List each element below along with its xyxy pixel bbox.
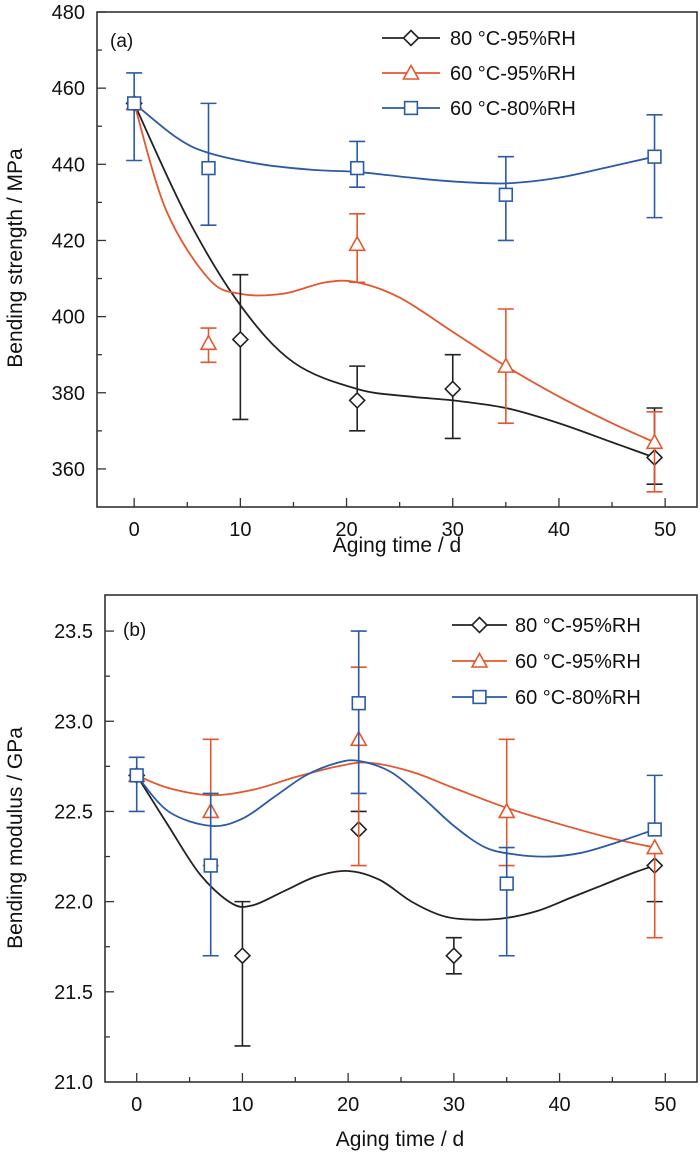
legend-label: 60 °C-95%RH bbox=[515, 651, 641, 673]
series-square bbox=[126, 72, 663, 242]
legend-item: 60 °C-80%RH bbox=[452, 687, 641, 709]
data-point-square bbox=[351, 696, 366, 711]
data-point-triangle bbox=[497, 802, 516, 819]
panel-b-bending-modulus: (b) Aging time / d Bending modulus / GPa… bbox=[4, 594, 698, 1151]
x-tick-label: 40 bbox=[548, 519, 570, 541]
axes: 0 10 20 30 40 50 360 380 400 420 440 460 480 bbox=[52, 2, 677, 541]
x-tick-label: 0 bbox=[131, 1094, 142, 1116]
x-tick-label: 50 bbox=[654, 1094, 676, 1116]
fit-curve-diamond bbox=[135, 774, 656, 921]
fit-curve-square bbox=[133, 102, 655, 185]
legend-marker-triangle bbox=[402, 63, 420, 80]
error-bar bbox=[646, 114, 663, 219]
data-point-square bbox=[647, 149, 662, 164]
legend-item: 80 °C-95%RH bbox=[452, 615, 641, 637]
x-tick-label: 0 bbox=[129, 519, 140, 541]
fit-curves bbox=[135, 759, 656, 921]
legend-marker-triangle bbox=[470, 651, 489, 668]
panel-b-x-axis-title: Aging time / d bbox=[336, 1128, 464, 1151]
panel-b-legend: 80 °C-95%RH 60 °C-95%RH 60 °C-80%RH bbox=[452, 615, 641, 709]
legend-label: 60 °C-95%RH bbox=[450, 63, 576, 85]
y-tick-label: 23.0 bbox=[54, 711, 93, 733]
data-point-square bbox=[498, 187, 514, 202]
y-tick-label: 460 bbox=[52, 78, 85, 100]
data-point-triangle bbox=[645, 433, 664, 450]
y-tick-label: 22.0 bbox=[54, 892, 93, 914]
series-square bbox=[128, 630, 663, 957]
x-tick-label: 30 bbox=[443, 1094, 465, 1116]
data-point-square bbox=[201, 160, 216, 176]
y-tick-label: 480 bbox=[52, 2, 85, 24]
error-bar bbox=[126, 72, 143, 162]
panel-b-label: (b) bbox=[123, 620, 146, 641]
fit-curve-diamond bbox=[133, 103, 655, 459]
data-point-diamond bbox=[444, 380, 462, 398]
legend-label: 60 °C-80%RH bbox=[515, 687, 641, 709]
panel-a-legend: 80 °C-95%RH 60 °C-95%RH 60 °C-80%RH bbox=[382, 28, 576, 120]
error-bar bbox=[128, 756, 145, 813]
panel-a-x-axis-title: Aging time / d bbox=[333, 534, 461, 557]
series-triangle bbox=[125, 94, 664, 493]
data-point-diamond bbox=[348, 391, 366, 410]
data-point-square bbox=[129, 768, 144, 783]
panel-b-y-axis-title: Bending modulus / GPa bbox=[4, 727, 27, 949]
legend-item: 60 °C-80%RH bbox=[382, 98, 576, 120]
data-point-triangle bbox=[348, 235, 367, 252]
legend-marker-diamond bbox=[470, 616, 489, 634]
data-point-triangle bbox=[199, 334, 218, 351]
legend-marker-square bbox=[472, 689, 487, 705]
data-point-triangle bbox=[496, 356, 515, 373]
legend-marker-square bbox=[403, 100, 419, 116]
data-point-square bbox=[350, 160, 365, 176]
data-point-triangle bbox=[645, 838, 664, 855]
legend-item: 80 °C-95%RH bbox=[382, 28, 576, 50]
series-diamond bbox=[125, 94, 664, 485]
data-point-square bbox=[203, 858, 218, 873]
data-point-diamond bbox=[233, 947, 252, 965]
error-bar bbox=[646, 411, 663, 493]
x-tick-label: 10 bbox=[229, 519, 251, 541]
fit-curve-square bbox=[136, 759, 656, 858]
y-tick-label: 400 bbox=[52, 307, 85, 329]
plot-frame bbox=[96, 11, 698, 508]
y-tick-label: 440 bbox=[52, 154, 85, 176]
data-point-diamond bbox=[445, 947, 463, 965]
error-bar bbox=[234, 900, 251, 1047]
y-tick-label: 23.5 bbox=[54, 621, 93, 643]
axes: 0 10 20 30 40 50 21.0 21.5 22.0 22.5 23.0 23.5 bbox=[54, 621, 676, 1116]
data-point-square bbox=[499, 876, 514, 891]
error-bar bbox=[350, 630, 367, 795]
x-tick-label: 50 bbox=[654, 519, 676, 541]
panel-a-label: (a) bbox=[110, 31, 133, 52]
y-tick-label: 21.5 bbox=[54, 982, 93, 1004]
panel-a-bending-strength: (a) Aging time / d Bending strength / MP… bbox=[4, 2, 698, 557]
error-bar bbox=[646, 847, 663, 939]
y-tick-label: 420 bbox=[52, 230, 85, 252]
fit-curve-triangle bbox=[133, 103, 655, 444]
error-bar bbox=[202, 792, 219, 957]
x-tick-label: 20 bbox=[337, 1094, 359, 1116]
x-tick-label: 30 bbox=[442, 519, 464, 541]
legend-label: 60 °C-80%RH bbox=[450, 98, 576, 120]
error-bar bbox=[498, 846, 515, 957]
error-bar bbox=[646, 774, 663, 830]
legend-label: 80 °C-95%RH bbox=[515, 615, 641, 637]
x-tick-label: 10 bbox=[231, 1094, 253, 1116]
y-tick-label: 21.0 bbox=[54, 1072, 93, 1094]
legend-item: 60 °C-95%RH bbox=[452, 651, 641, 673]
data-point-square bbox=[126, 96, 142, 111]
y-tick-label: 380 bbox=[52, 383, 85, 405]
legend-label: 80 °C-95%RH bbox=[450, 28, 576, 50]
legend-item: 60 °C-95%RH bbox=[382, 63, 576, 85]
fit-curves bbox=[133, 102, 655, 459]
data-point-square bbox=[647, 822, 662, 837]
data-point-diamond bbox=[231, 330, 249, 349]
x-tick-label: 20 bbox=[335, 519, 357, 541]
y-tick-label: 360 bbox=[52, 459, 85, 481]
y-tick-label: 22.5 bbox=[54, 801, 93, 823]
panel-a-y-axis-title: Bending strength / MPa bbox=[4, 148, 27, 368]
x-tick-label: 40 bbox=[548, 1094, 570, 1116]
legend-marker-diamond bbox=[402, 29, 420, 47]
